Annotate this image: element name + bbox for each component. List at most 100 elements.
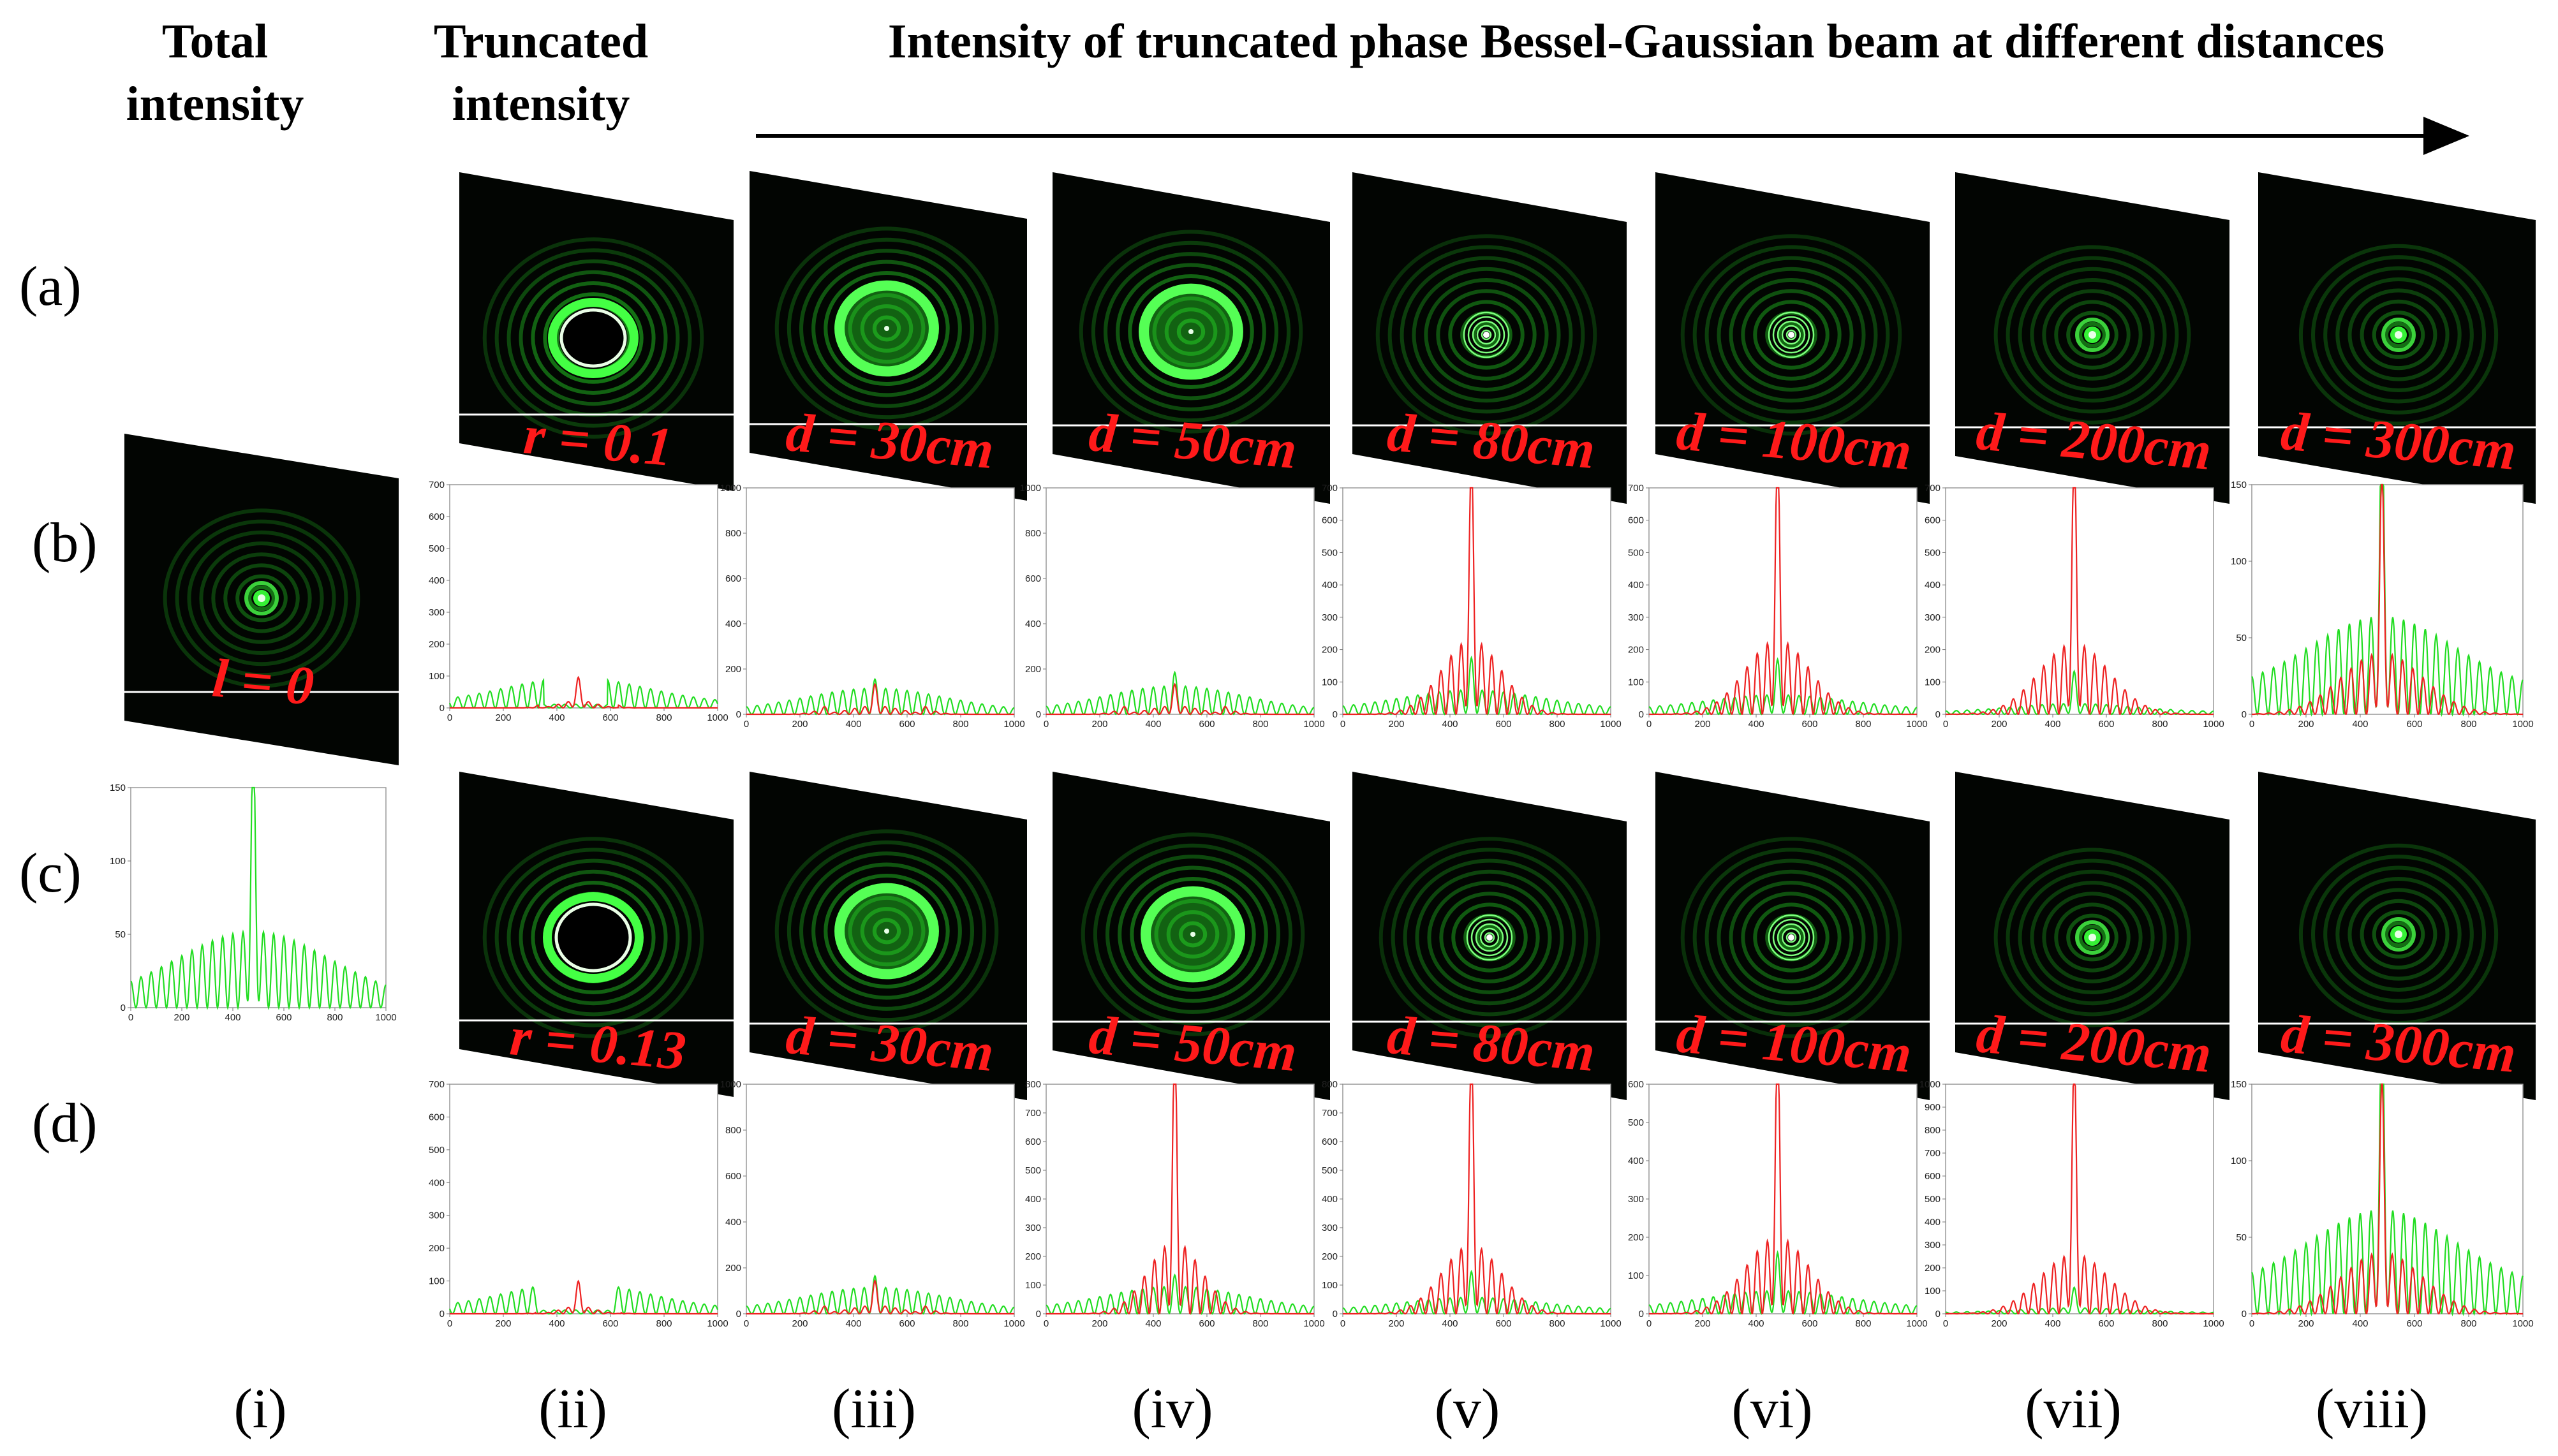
- header-truncated-line1: Truncated: [434, 15, 648, 68]
- series-truncated: [1046, 1273, 1315, 1315]
- y-tick-label: 0: [1333, 709, 1338, 720]
- y-tick-label: 1000: [1020, 483, 1041, 494]
- x-tick-label: 800: [2460, 1318, 2476, 1329]
- beam-ring: [824, 873, 950, 989]
- y-tick-label: 800: [1025, 528, 1041, 539]
- beam-ring: [1105, 855, 1281, 1014]
- x-tick-label: 400: [1442, 1318, 1458, 1329]
- beam-ring: [1753, 300, 1830, 370]
- x-tick-label: 200: [1388, 719, 1404, 730]
- beam-ring: [1692, 848, 1890, 1027]
- beam-ring: [1472, 321, 1500, 348]
- plot-frame: [1342, 487, 1611, 715]
- beam-ring: [2372, 311, 2425, 359]
- y-tick-label: 800: [1322, 1079, 1338, 1090]
- beam-ring: [2054, 902, 2131, 973]
- plot-frame: [1945, 487, 2214, 715]
- x-tick-label: 800: [2152, 719, 2168, 730]
- row-label-b: (b): [32, 512, 98, 574]
- y-tick-label: 800: [1925, 1125, 1941, 1136]
- x-tick-label: 400: [1145, 719, 1161, 730]
- beam-ring: [2298, 244, 2499, 426]
- beam-ring: [787, 237, 987, 420]
- y-tick-label: 100: [2231, 556, 2247, 567]
- beam-first-ring: [2075, 318, 2110, 352]
- beam-ring: [2066, 311, 2118, 359]
- beam-ring: [2006, 256, 2179, 414]
- y-tick-label: 500: [1025, 1165, 1041, 1176]
- beam-ring: [199, 541, 324, 656]
- y-tick-label: 50: [2236, 1232, 2247, 1243]
- beam-ring: [1704, 256, 1878, 414]
- y-tick-label: 700: [429, 1079, 445, 1090]
- beam-ring: [824, 270, 950, 386]
- x-tick-label: 600: [2406, 1318, 2422, 1329]
- beam-a-viii: d = 300cm: [2258, 172, 2536, 504]
- plot-d-ii: 0 200 400 600 800 1000 0 100 200 300 400 500 600 700: [429, 1079, 728, 1329]
- y-tick-label: 300: [1322, 612, 1338, 623]
- beam-inner-ring: [1777, 923, 1806, 952]
- y-tick-label: 0: [440, 1309, 445, 1320]
- plot-d-iv: 0 200 400 600 800 1000 0 100 200 300 400 500 600 700 8…: [1025, 1079, 1325, 1329]
- beam-ring: [2347, 888, 2450, 981]
- y-tick-label: 400: [725, 619, 741, 629]
- beam-ring: [1403, 858, 1576, 1017]
- beam-inner-ring: [1475, 923, 1504, 952]
- beam-ring: [1680, 837, 1902, 1038]
- y-tick-label: 100: [1628, 677, 1644, 688]
- beam-ring: [482, 837, 704, 1038]
- plot-frame: [1945, 1084, 2214, 1314]
- y-tick-label: 600: [1925, 1171, 1941, 1182]
- beam-ring: [2054, 300, 2131, 370]
- x-tick-label: 400: [1145, 1318, 1161, 1329]
- series-reference: [2251, 1083, 2524, 1315]
- header-truncated-line2: intensity: [452, 77, 630, 131]
- y-tick-label: 400: [429, 1177, 445, 1188]
- y-tick-label: 400: [1925, 1217, 1941, 1228]
- beam-ring: [1128, 274, 1254, 390]
- beam-ring: [1717, 267, 1866, 403]
- x-tick-label: 200: [1991, 719, 2007, 730]
- beam-ring: [2372, 910, 2425, 959]
- x-tick-label: 400: [225, 1012, 240, 1023]
- plot-b-iii: 0 200 400 600 800 1000 0 200 400 600 800 1000: [720, 483, 1025, 730]
- x-tick-label: 0: [447, 1318, 452, 1329]
- beam-ring: [774, 829, 999, 1033]
- plot-frame: [1648, 1084, 1918, 1314]
- beam-inner-ring: [1472, 320, 1501, 349]
- beam-inner-ring: [1481, 329, 1492, 341]
- beam-ring: [774, 226, 999, 430]
- beam-inner-ring: [1467, 316, 1505, 354]
- x-tick-label: 200: [1694, 719, 1710, 730]
- plot-frame: [449, 484, 718, 709]
- y-tick-label: 100: [1025, 1280, 1041, 1291]
- beam-c-iii: d = 30cm: [750, 772, 1027, 1100]
- x-tick-label: 200: [1694, 1318, 1710, 1329]
- y-tick-label: 150: [2231, 1079, 2247, 1090]
- y-tick-label: 100: [2231, 1156, 2247, 1166]
- series-truncated: [1945, 669, 2214, 716]
- plot-d-viii: 0 200 400 600 800 1000 0 50 100 150: [2231, 1079, 2534, 1329]
- y-tick-label: 600: [1025, 1136, 1041, 1147]
- beam-ring: [1451, 902, 1528, 973]
- beam-truncated-hole: [559, 308, 627, 368]
- x-tick-label: 800: [952, 719, 968, 730]
- y-tick-label: 0: [736, 709, 741, 720]
- x-tick-label: 1000: [2203, 1318, 2224, 1329]
- beam-ring: [1116, 263, 1266, 401]
- y-tick-label: 700: [1925, 1148, 1941, 1159]
- beam-ring: [2042, 892, 2143, 983]
- y-tick-label: 0: [1935, 1309, 1941, 1320]
- beam-a-vii: d = 200cm: [1955, 172, 2229, 504]
- x-tick-label: 200: [495, 1318, 511, 1329]
- x-tick-label: 400: [549, 1318, 565, 1329]
- y-tick-label: 50: [2236, 633, 2247, 643]
- x-tick-label: 400: [845, 719, 861, 730]
- series-reference: [1946, 487, 2214, 716]
- x-tick-label: 1000: [707, 712, 728, 723]
- beam-ring: [1448, 300, 1525, 370]
- y-tick-label: 100: [1925, 677, 1941, 688]
- x-tick-label: 1000: [2512, 1318, 2533, 1329]
- y-tick-label: 200: [725, 1263, 741, 1274]
- beam-ring: [175, 519, 348, 677]
